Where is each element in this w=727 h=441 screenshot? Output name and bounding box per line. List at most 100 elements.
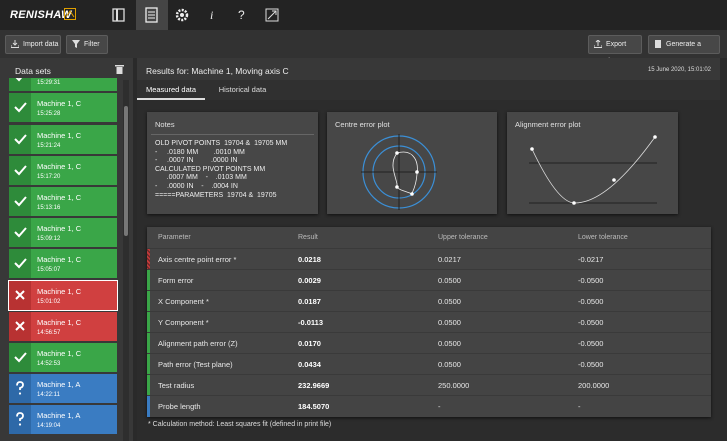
dataset-item[interactable]: Machine 1, C 15:09:12 — [9, 218, 117, 248]
dataset-item[interactable]: Machine 1, A 14:22:11 — [9, 374, 117, 404]
dataset-name: Machine 1, C — [37, 349, 82, 358]
delete-icon[interactable] — [115, 64, 124, 74]
dataset-item[interactable]: 15:29:31 — [9, 78, 117, 92]
card-title: Notes — [155, 120, 175, 129]
alignment-plot — [529, 135, 657, 205]
results-date: 15 June 2020, 15:01:02 — [647, 67, 711, 73]
label: Import data — [23, 41, 59, 48]
cell: Path error (Test plane) — [158, 360, 233, 369]
top-bar — [0, 0, 727, 30]
status-icon — [9, 187, 31, 216]
logo: RENISHAW — [10, 9, 72, 21]
cell: -0.0500 — [578, 318, 604, 327]
dataset-time: 14:56:57 — [37, 329, 61, 336]
table-row: Test radius 232.9669 250.0000 200.0000 — [147, 374, 711, 396]
status-strip — [147, 291, 150, 312]
cell: Y Component * — [158, 318, 209, 327]
dataset-item[interactable]: Machine 1, C 15:25:28 — [9, 93, 117, 123]
cell: Test radius — [158, 381, 195, 390]
notes-line: - .0180 MM .0010 MM — [155, 148, 245, 156]
cell: 0.0500 — [438, 360, 461, 369]
cell: 0.0187 — [298, 297, 321, 306]
cell: 184.5070 — [298, 402, 330, 411]
label: Filter — [84, 41, 100, 48]
footnote: * Calculation method: Least squares fit … — [148, 421, 332, 428]
table-row: X Component * 0.0187 0.0500 -0.0500 — [147, 290, 711, 312]
cell: -0.0500 — [578, 297, 604, 306]
dataset-time: 14:22:11 — [37, 392, 60, 399]
cell: Probe length — [158, 402, 201, 411]
info-icon[interactable]: i — [210, 8, 214, 22]
dataset-item[interactable]: Machine 1, C 15:05:07 — [9, 249, 117, 279]
dataset-name: Machine 1, C — [37, 130, 82, 140]
dataset-time: 14:19:04 — [37, 423, 61, 430]
cell: 200.0000 — [578, 381, 610, 390]
results-table — [147, 227, 711, 417]
card-title: Alignment error plot — [515, 120, 581, 129]
dataset-time: 15:17:20 — [37, 173, 61, 180]
notes-line: - .0007 IN .0000 IN — [155, 157, 238, 165]
tab[interactable]: Historical data — [218, 85, 267, 94]
dataset-item[interactable]: Machine 1, C 15:13:16 — [9, 187, 117, 216]
status-icon — [9, 93, 31, 123]
status-icon — [9, 405, 31, 435]
column-header: Lower tolerance — [578, 234, 628, 241]
dataset-name: Machine 1, C — [37, 99, 82, 109]
export-button[interactable]: Export data — [588, 35, 642, 65]
cell: - — [578, 402, 581, 411]
notes-text: OLD PIVOT POINTS 19704 & 19705 MM - .0180… — [155, 140, 287, 200]
scrollbar-track — [123, 80, 129, 441]
tab-bar — [137, 80, 720, 100]
dataset-name: Machine 1, C — [37, 317, 82, 327]
status-icon — [9, 374, 31, 404]
cell: -0.0217 — [578, 255, 604, 264]
cell: X Component * — [158, 297, 209, 306]
dataset-time: 15:29:31 — [37, 80, 61, 87]
dataset-item[interactable]: Machine 1, C 14:52:53 — [9, 343, 117, 372]
alignment-plot-card[interactable]: Alignment error plot — [507, 112, 678, 214]
dataset-name: Machine 1, C — [37, 224, 82, 234]
import-button[interactable]: Import data — [5, 35, 61, 54]
dataset-name: Machine 1, C — [37, 286, 82, 296]
report-button[interactable]: Generate a report. — [648, 35, 720, 65]
centre-plot — [361, 134, 437, 210]
table-header: Parameter Result Upper tolerance Lower tole… — [147, 227, 711, 248]
cell: -0.0500 — [578, 339, 604, 348]
card-title: Centre error plot — [335, 120, 390, 129]
cell: 0.0500 — [438, 318, 461, 327]
notes-line: CALCULATED PIVOT POINTS MM — [155, 165, 266, 173]
cell: 232.9669 — [298, 381, 330, 390]
status-strip — [147, 396, 150, 417]
dataset-time: 15:05:07 — [37, 267, 61, 274]
cell: 0.0170 — [298, 339, 321, 348]
scrollbar-thumb[interactable] — [124, 106, 128, 236]
centre-plot-card[interactable]: Centre error plot — [327, 112, 497, 214]
cell: - — [438, 402, 441, 411]
dataset-name: Machine 1, A — [37, 411, 81, 421]
help-icon[interactable]: ? — [238, 8, 245, 22]
notes-line: OLD PIVOT POINTS 19704 & 19705 MM — [155, 140, 288, 147]
toolbar-icons[interactable] — [0, 0, 300, 30]
status-icon — [9, 249, 31, 279]
cell: 0.0029 — [298, 276, 321, 285]
status-strip — [147, 249, 150, 270]
column-header: Parameter — [158, 234, 191, 241]
notes-card: Notes OLD PIVOT POINTS 19704 & 19705 MM -… — [147, 112, 318, 214]
notes-line: =====PARAMETERS 19704 & 19705 — [155, 191, 277, 199]
dataset-item[interactable]: Machine 1, A 14:19:04 — [9, 405, 117, 435]
dataset-list: 15:29:31 Machine 1, C 15:25:28 Machine 1, C… — [0, 78, 122, 441]
dataset-item[interactable]: Machine 1, C 15:01:02 — [8, 279, 118, 311]
status-icon — [9, 124, 31, 154]
dataset-name: Machine 1, C — [37, 193, 82, 202]
filter-button[interactable]: Filter — [66, 35, 108, 54]
dataset-item[interactable]: Machine 1, C 14:56:57 — [9, 311, 117, 341]
dataset-item[interactable]: Machine 1, C 15:21:24 — [9, 124, 117, 154]
dataset-item[interactable]: Machine 1, C 15:17:20 — [9, 155, 117, 185]
status-icon — [9, 343, 31, 372]
tab[interactable]: Measured data — [137, 80, 205, 100]
table-row: Path error (Test plane) 0.0434 0.0500 -0.05… — [147, 353, 711, 375]
table-row: Probe length 184.5070 - - — [147, 395, 711, 417]
table-row: Alignment path error (Z) 0.0170 0.0500 -0.0… — [147, 332, 711, 354]
cell: 0.0500 — [438, 297, 461, 306]
